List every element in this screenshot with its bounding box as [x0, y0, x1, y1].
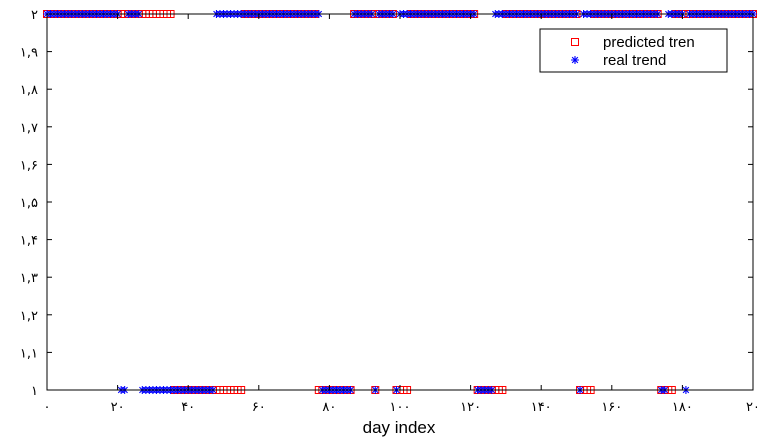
legend-marker [571, 56, 579, 64]
x-tick-label: ۴٠ [181, 400, 195, 415]
x-tick-label: ١٨٠ [672, 400, 693, 415]
x-tick-label: ١۴٠ [531, 400, 552, 415]
y-tick-label: ١,٧ [20, 121, 38, 136]
legend-entry: real trend [603, 52, 666, 69]
y-tick-label: ١,٨ [20, 83, 38, 98]
y-tick-label: ١,۴ [20, 234, 38, 249]
x-tick-label: ٨٠ [322, 400, 336, 415]
y-tick-label: ١,٢ [20, 309, 38, 324]
y-tick-label: ١ [31, 384, 38, 399]
y-tick-label: ٢ [31, 8, 38, 23]
x-tick-label: ٢٠ [746, 400, 757, 415]
legend-marker [571, 38, 579, 46]
legend-box [539, 28, 728, 73]
axes: ٠ ٢٠ ۴٠ ۶٠ ٨٠ ١٠٠ ١٢٠ ١۴٠ ١۶٠ ١٨٠ ٢٠ ١ ١,١ ١,٢ ١,٣ ١,۴ ١… [20, 8, 757, 415]
y-tick-label: ١,٣ [20, 271, 38, 286]
x-tick-label: ٠ [44, 400, 51, 415]
y-tick-label: ١,١ [20, 346, 38, 361]
x-tick-label: ١٢٠ [460, 400, 481, 415]
x-tick-label: ۶٠ [252, 400, 266, 415]
x-axis-label: day index [363, 418, 436, 437]
x-tick-label: ٢٠ [111, 400, 125, 415]
x-tick-label: ١٠٠ [390, 400, 411, 415]
legend-entry: predicted tren [603, 34, 695, 51]
y-tick-label: ١,۵ [20, 196, 38, 211]
y-tick-label: ١,۶ [20, 158, 38, 173]
x-tick-label: ١۶٠ [601, 400, 622, 415]
y-tick-label: ١,٩ [20, 46, 38, 61]
